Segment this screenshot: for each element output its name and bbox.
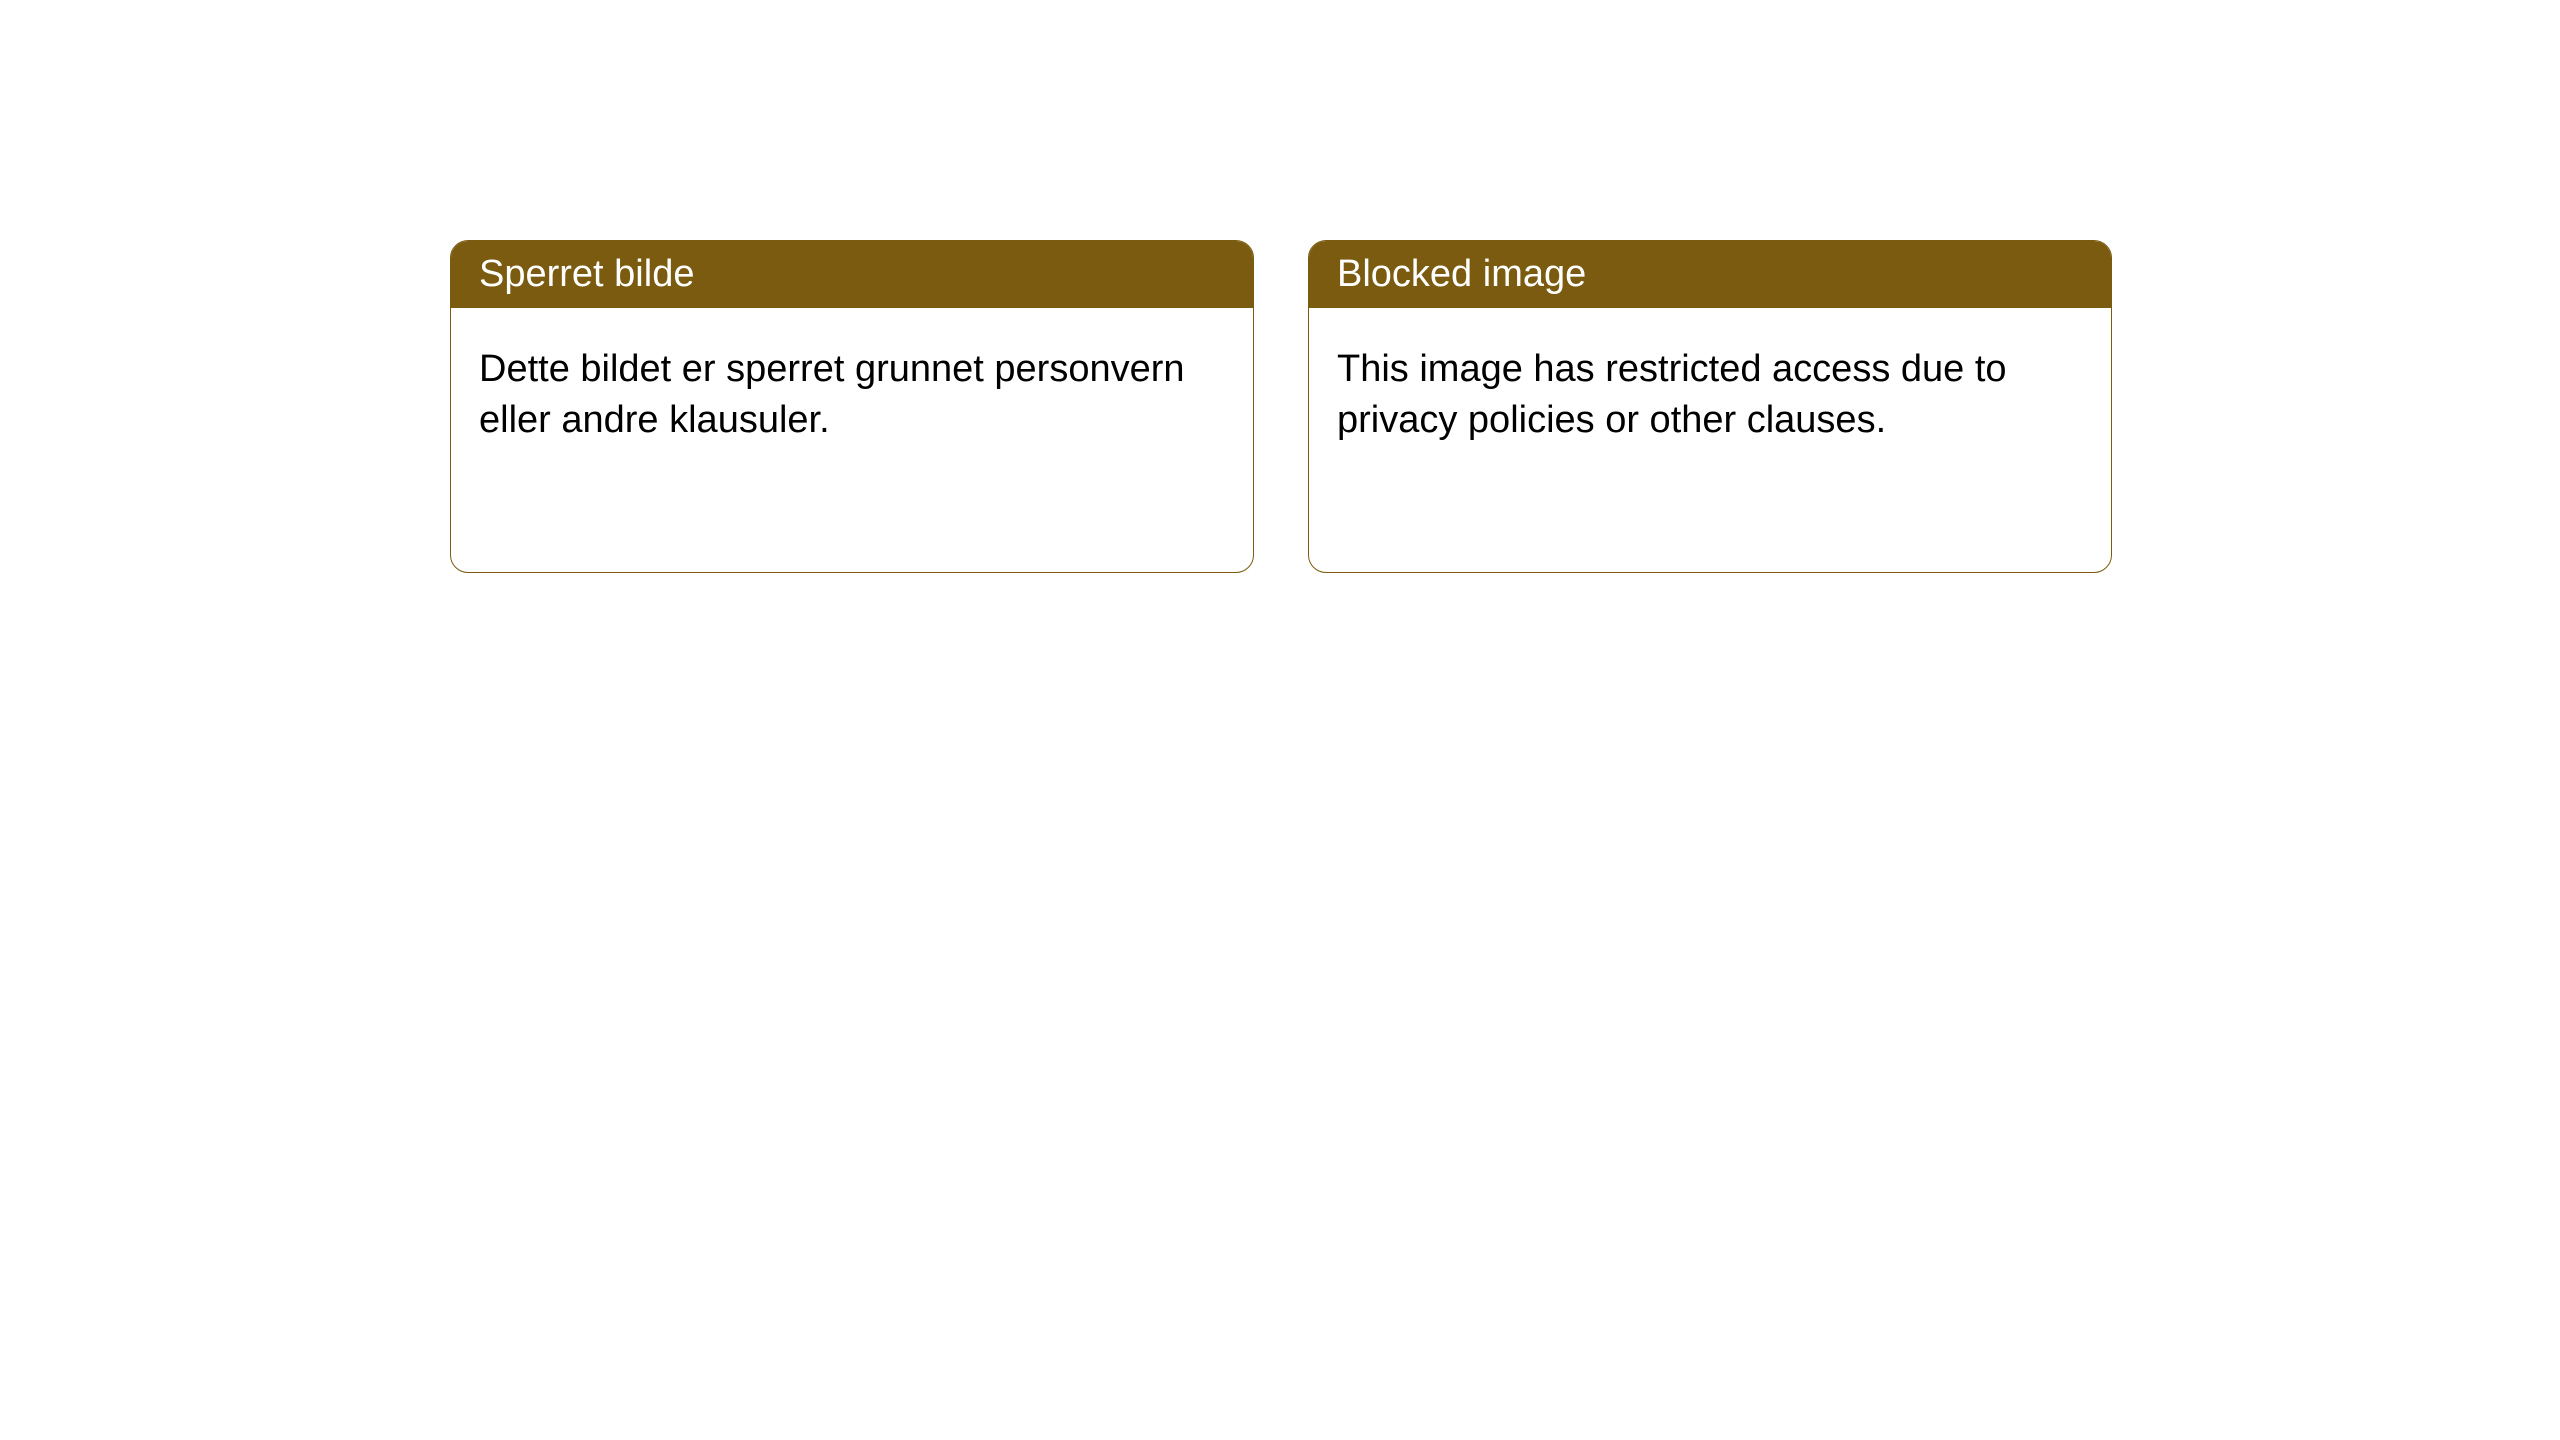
notice-container: Sperret bilde Dette bildet er sperret gr… (0, 0, 2560, 573)
blocked-image-card-norwegian: Sperret bilde Dette bildet er sperret gr… (450, 240, 1254, 573)
card-title-norwegian: Sperret bilde (451, 241, 1253, 308)
card-body-english: This image has restricted access due to … (1309, 308, 2111, 483)
blocked-image-card-english: Blocked image This image has restricted … (1308, 240, 2112, 573)
card-body-norwegian: Dette bildet er sperret grunnet personve… (451, 308, 1253, 483)
card-title-english: Blocked image (1309, 241, 2111, 308)
